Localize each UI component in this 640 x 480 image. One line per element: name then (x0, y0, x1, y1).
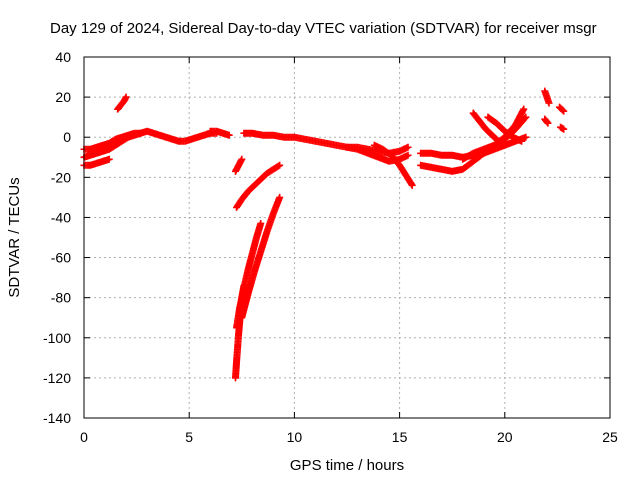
y-tick-label: -80 (51, 290, 71, 306)
series-track-a (80, 127, 221, 153)
series-track-p (459, 113, 530, 163)
y-tick-label: 20 (55, 89, 71, 105)
data-point (522, 113, 530, 121)
data-point (122, 93, 130, 101)
data-point (137, 129, 145, 137)
series-track-h (370, 141, 416, 189)
grid (84, 57, 610, 418)
y-tick-label: -100 (43, 330, 71, 346)
data-point (520, 105, 528, 113)
x-axis-label: GPS time / hours (290, 457, 404, 474)
y-tick-label: -60 (51, 250, 71, 266)
x-tick-label: 20 (497, 429, 513, 445)
series-track-t (541, 115, 552, 127)
data-point (522, 133, 530, 141)
data-point (257, 219, 265, 227)
data-point (105, 155, 113, 163)
data-point (544, 119, 552, 127)
series-track-u (556, 103, 568, 115)
series-track-q (469, 109, 509, 149)
axis-ticks: 0 5 10 15 20 25 40 20 0 -20 -40 -60 -80 -100 -120 -140 (43, 49, 618, 445)
y-tick-label: 0 (63, 129, 71, 145)
data-point (559, 106, 567, 114)
data-point (518, 137, 526, 145)
x-tick-label: 0 (80, 429, 88, 445)
data-point (500, 140, 508, 148)
y-tick-label: -20 (51, 169, 71, 185)
y-tick-label: -120 (43, 370, 71, 386)
data-point (404, 151, 412, 159)
data-point (404, 143, 412, 151)
chart-title: Day 129 of 2024, Sidereal Day-to-day VTE… (50, 20, 597, 37)
series-track-m (238, 193, 284, 322)
series-track-d (114, 93, 130, 113)
data-point (238, 155, 246, 163)
data-point (501, 141, 509, 149)
series-track-r (484, 113, 526, 145)
y-axis-label: SDTVAR / TECUs (6, 177, 23, 297)
series-track-j (233, 161, 284, 211)
series-track-e (206, 127, 233, 139)
x-tick-label: 5 (185, 429, 193, 445)
series-track-b (80, 129, 145, 161)
data-point (276, 161, 284, 169)
y-tick-label: 40 (55, 49, 71, 65)
series-track-s (541, 87, 553, 107)
y-tick-label: -40 (51, 209, 71, 225)
data-point (225, 131, 233, 139)
data-point (274, 162, 282, 170)
data-point (276, 193, 284, 201)
y-tick-label: -140 (43, 410, 71, 426)
data-point (560, 107, 568, 115)
series-track-i (231, 155, 246, 175)
data-point (545, 99, 553, 107)
x-tick-label: 15 (392, 429, 408, 445)
data-marks (80, 87, 568, 382)
plot-frame (83, 56, 611, 419)
series-track-l (233, 219, 265, 332)
x-tick-label: 10 (287, 429, 303, 445)
series-track-v (557, 123, 568, 133)
data-point (521, 114, 529, 122)
series-track-c (80, 155, 113, 169)
data-point (408, 181, 416, 189)
data-point (560, 125, 568, 133)
x-tick-label: 25 (602, 429, 618, 445)
